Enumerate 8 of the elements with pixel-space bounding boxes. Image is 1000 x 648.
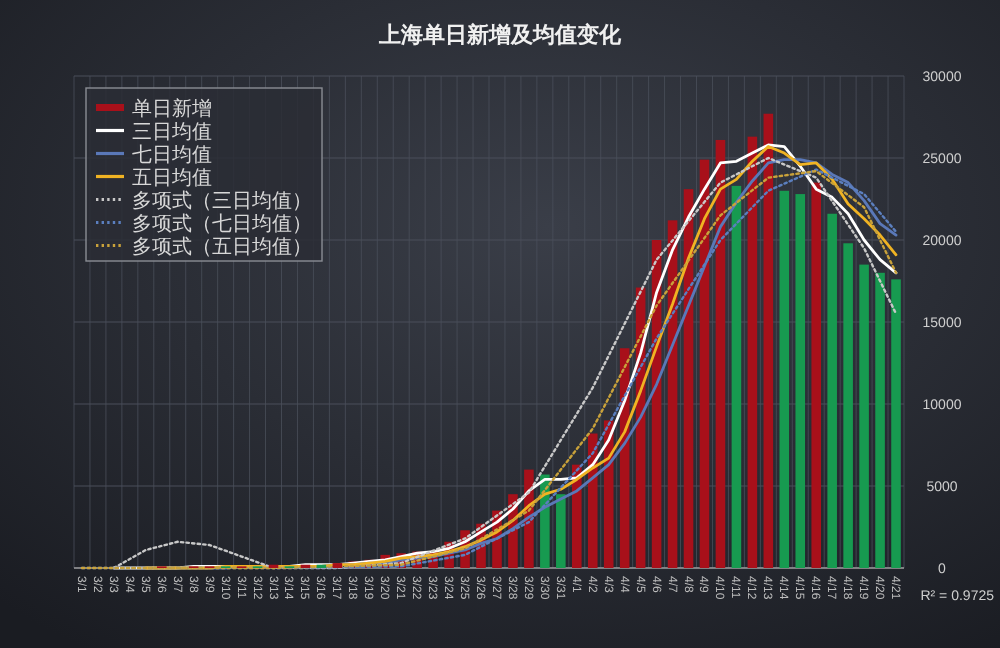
legend-label: 三日均值 bbox=[132, 119, 212, 144]
chart-title: 上海单日新增及均值变化 bbox=[377, 22, 623, 48]
legend-label: 多项式（三日均值） bbox=[132, 188, 312, 213]
legend-label: 单日新增 bbox=[132, 96, 212, 121]
legend-label: 七日均值 bbox=[132, 142, 212, 167]
legend-label: 多项式（七日均值） bbox=[132, 211, 312, 236]
legend-label: 五日均值 bbox=[132, 165, 212, 190]
legend-label: 多项式（五日均值） bbox=[132, 234, 312, 259]
